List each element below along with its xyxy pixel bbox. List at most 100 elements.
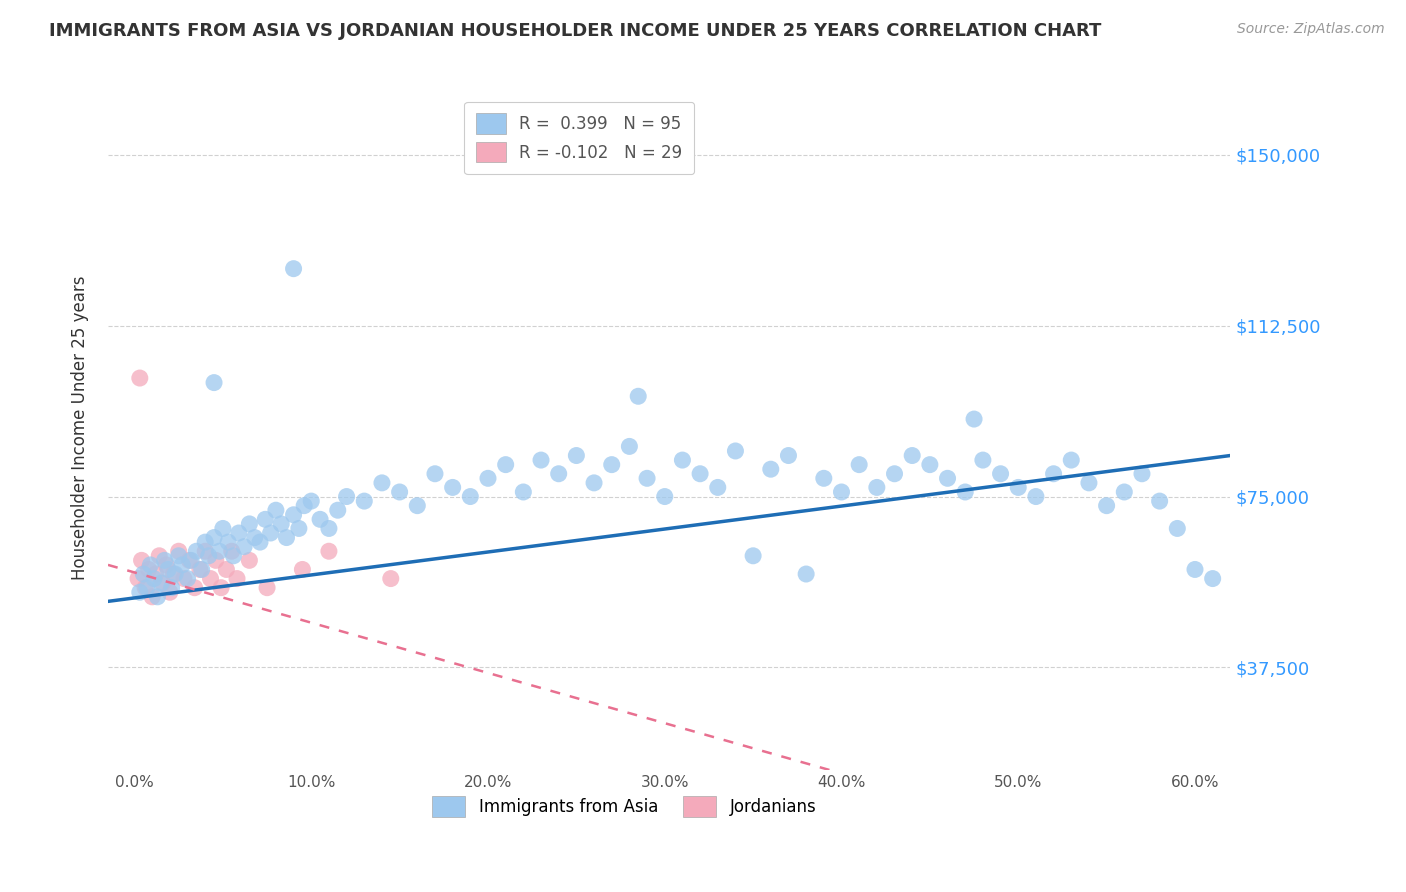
Point [936, 471, 959, 485]
Point [233, 540, 256, 554]
Point [254, 512, 277, 526]
Point [264, 503, 287, 517]
Point [388, 485, 411, 500]
Point [565, 449, 588, 463]
Point [204, 553, 226, 567]
Point [276, 531, 298, 545]
Point [963, 412, 986, 426]
Point [173, 572, 195, 586]
Point [190, 562, 212, 576]
Point [299, 494, 322, 508]
Point [477, 471, 499, 485]
Point [180, 553, 202, 567]
Point [460, 490, 482, 504]
Point [1201, 572, 1223, 586]
Point [918, 458, 941, 472]
Point [423, 467, 446, 481]
Point [512, 485, 534, 500]
Point [353, 494, 375, 508]
Point [953, 485, 976, 500]
Point [215, 562, 238, 576]
Point [326, 503, 349, 517]
Point [972, 453, 994, 467]
Point [162, 567, 184, 582]
Point [259, 526, 281, 541]
Point [139, 558, 162, 572]
Point [167, 544, 190, 558]
Point [1095, 499, 1118, 513]
Point [165, 567, 187, 582]
Point [146, 590, 169, 604]
Point [150, 576, 173, 591]
Point [309, 512, 332, 526]
Point [654, 490, 676, 504]
Point [689, 467, 711, 481]
Point [866, 480, 889, 494]
Point [813, 471, 835, 485]
Y-axis label: Householder Income Under 25 years: Householder Income Under 25 years [72, 276, 89, 581]
Point [406, 499, 429, 513]
Point [134, 581, 156, 595]
Point [627, 389, 650, 403]
Point [794, 567, 817, 582]
Point [160, 581, 183, 595]
Point [172, 558, 194, 572]
Point [883, 467, 905, 481]
Point [194, 544, 217, 558]
Point [159, 585, 181, 599]
Point [157, 562, 180, 576]
Point [778, 449, 800, 463]
Point [135, 581, 157, 595]
Legend: Immigrants from Asia, Jordanians: Immigrants from Asia, Jordanians [426, 789, 823, 823]
Point [288, 521, 311, 535]
Point [153, 553, 176, 567]
Point [152, 576, 174, 591]
Point [243, 531, 266, 545]
Point [179, 553, 201, 567]
Point [583, 475, 606, 490]
Point [202, 376, 225, 390]
Point [724, 444, 747, 458]
Point [208, 544, 231, 558]
Point [1042, 467, 1064, 481]
Point [142, 572, 165, 586]
Point [671, 453, 693, 467]
Point [256, 581, 278, 595]
Point [197, 549, 219, 563]
Point [200, 572, 222, 586]
Point [283, 508, 305, 522]
Point [1060, 453, 1083, 467]
Point [138, 562, 160, 576]
Point [1007, 480, 1029, 494]
Point [128, 585, 150, 599]
Point [707, 480, 730, 494]
Point [202, 531, 225, 545]
Point [990, 467, 1012, 481]
Point [212, 521, 235, 535]
Point [600, 458, 623, 472]
Point [441, 480, 464, 494]
Point [1077, 475, 1099, 490]
Point [901, 449, 924, 463]
Point [131, 553, 153, 567]
Point [186, 544, 208, 558]
Point [619, 439, 641, 453]
Point [188, 562, 211, 576]
Point [148, 549, 170, 563]
Point [291, 562, 314, 576]
Point [270, 516, 292, 531]
Point [742, 549, 765, 563]
Point [336, 490, 359, 504]
Point [127, 572, 149, 586]
Point [1025, 490, 1047, 504]
Point [226, 572, 249, 586]
Point [547, 467, 569, 481]
Point [132, 567, 155, 582]
Point [209, 581, 232, 595]
Point [380, 572, 402, 586]
Point [759, 462, 782, 476]
Point [283, 261, 305, 276]
Point [318, 544, 340, 558]
Point [1184, 562, 1206, 576]
Point [222, 549, 245, 563]
